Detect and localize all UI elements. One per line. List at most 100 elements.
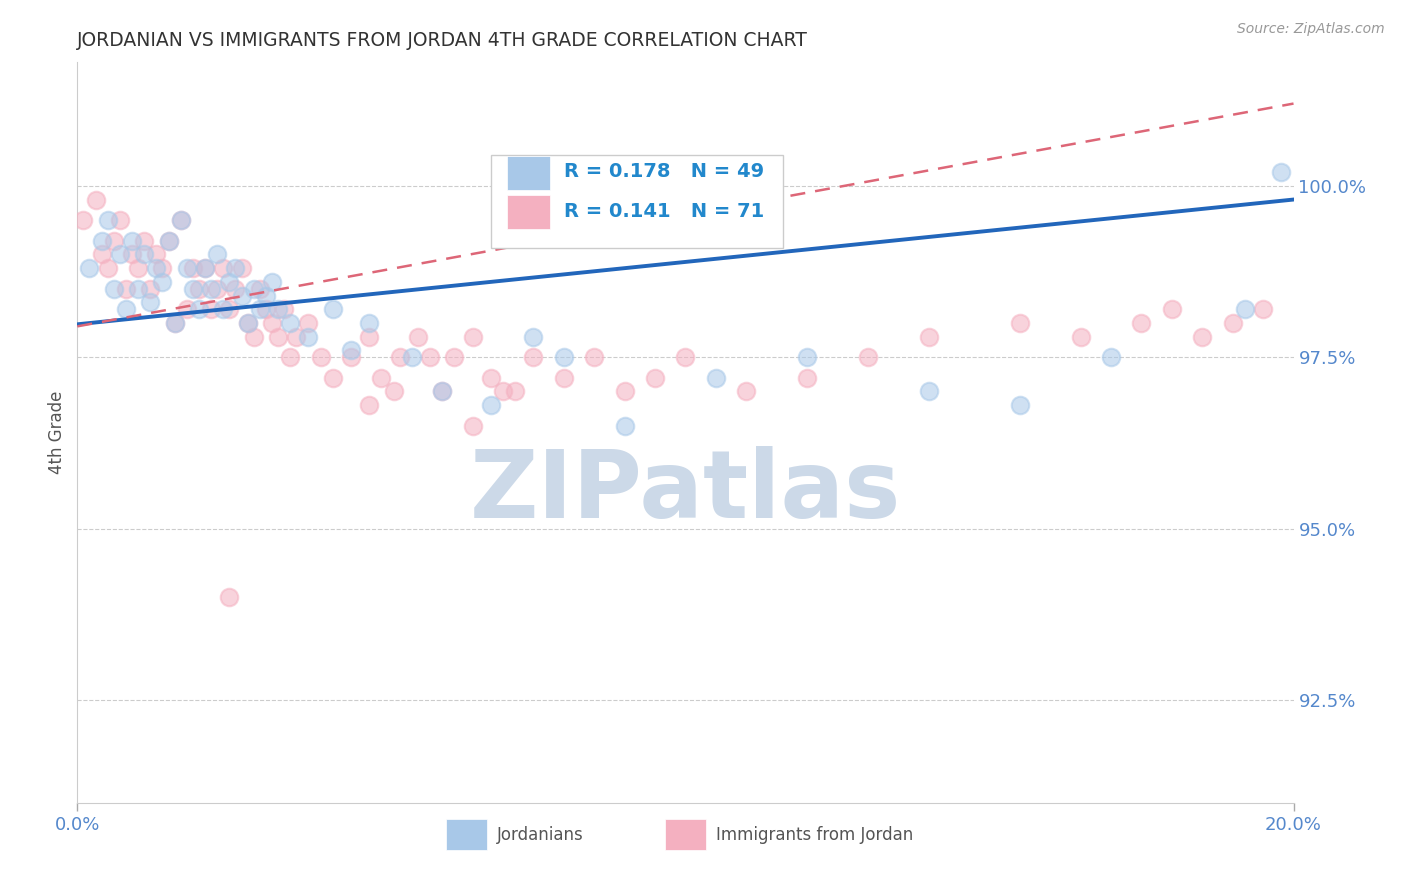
FancyBboxPatch shape <box>446 819 488 850</box>
Point <box>1191 329 1213 343</box>
Point <box>79 261 101 276</box>
Point <box>97 261 120 276</box>
Point <box>553 350 575 364</box>
Point <box>127 261 149 276</box>
Point <box>170 213 193 227</box>
Point <box>492 384 515 399</box>
Point <box>267 302 290 317</box>
Point <box>139 282 162 296</box>
Point <box>157 234 180 248</box>
Point <box>108 247 131 261</box>
Point <box>90 234 112 248</box>
Point <box>522 350 544 364</box>
Text: R = 0.178   N = 49: R = 0.178 N = 49 <box>564 161 763 181</box>
Text: Source: ZipAtlas.com: Source: ZipAtlas.com <box>1237 22 1385 37</box>
Point <box>194 261 217 276</box>
Point <box>613 384 636 399</box>
Point <box>553 371 575 385</box>
FancyBboxPatch shape <box>665 819 706 850</box>
Point <box>200 302 222 317</box>
Point <box>218 302 240 317</box>
Point <box>430 384 453 399</box>
Point <box>735 384 758 399</box>
Point <box>170 213 193 227</box>
Point <box>194 261 217 276</box>
Point <box>84 193 107 207</box>
Point <box>1099 350 1122 364</box>
Point <box>918 384 941 399</box>
FancyBboxPatch shape <box>506 156 550 190</box>
Point <box>1008 316 1031 330</box>
Point <box>121 234 143 248</box>
Point <box>359 329 381 343</box>
Point <box>503 384 526 399</box>
Text: R = 0.141   N = 71: R = 0.141 N = 71 <box>564 202 763 220</box>
Point <box>1270 165 1292 179</box>
Point <box>218 590 240 604</box>
Point <box>249 302 271 317</box>
Point <box>461 329 484 343</box>
Point <box>359 398 381 412</box>
Point <box>297 316 319 330</box>
Point <box>297 329 319 343</box>
Point <box>267 329 290 343</box>
FancyBboxPatch shape <box>506 195 550 229</box>
Point <box>224 261 246 276</box>
Point <box>163 316 186 330</box>
Point <box>152 261 174 276</box>
Point <box>254 302 277 317</box>
Point <box>212 302 235 317</box>
Point <box>522 329 544 343</box>
Point <box>278 316 301 330</box>
Point <box>401 350 423 364</box>
Point <box>224 282 246 296</box>
Point <box>613 418 636 433</box>
Point <box>97 213 120 227</box>
Point <box>340 350 363 364</box>
Point <box>443 350 465 364</box>
Point <box>157 234 180 248</box>
Point <box>236 316 259 330</box>
Point <box>236 316 259 330</box>
Point <box>461 418 484 433</box>
Point <box>704 371 727 385</box>
Point <box>1070 329 1092 343</box>
Point <box>430 384 453 399</box>
Point <box>796 371 818 385</box>
Point <box>675 350 697 364</box>
Point <box>115 302 138 317</box>
Point <box>242 329 264 343</box>
Point <box>134 247 156 261</box>
Point <box>72 213 94 227</box>
Point <box>918 329 941 343</box>
Point <box>145 247 167 261</box>
Point <box>260 275 283 289</box>
Point <box>115 282 138 296</box>
Point <box>249 282 271 296</box>
Point <box>181 261 204 276</box>
FancyBboxPatch shape <box>491 155 783 247</box>
Point <box>188 302 211 317</box>
Point <box>103 234 125 248</box>
Point <box>127 282 149 296</box>
Point <box>278 350 301 364</box>
Point <box>479 371 502 385</box>
Point <box>583 350 606 364</box>
Point <box>1008 398 1031 412</box>
Point <box>254 288 277 302</box>
Point <box>90 247 112 261</box>
Text: ZIPatlas: ZIPatlas <box>470 446 901 538</box>
Point <box>285 329 308 343</box>
Point <box>103 282 125 296</box>
Point <box>1233 302 1256 317</box>
Point <box>176 261 198 276</box>
Point <box>796 350 818 364</box>
Point <box>479 398 502 412</box>
Point <box>1251 302 1274 317</box>
Point <box>121 247 143 261</box>
Point <box>388 350 411 364</box>
Point <box>231 261 253 276</box>
Point <box>108 213 131 227</box>
Text: JORDANIAN VS IMMIGRANTS FROM JORDAN 4TH GRADE CORRELATION CHART: JORDANIAN VS IMMIGRANTS FROM JORDAN 4TH … <box>77 30 808 50</box>
Point <box>212 261 235 276</box>
